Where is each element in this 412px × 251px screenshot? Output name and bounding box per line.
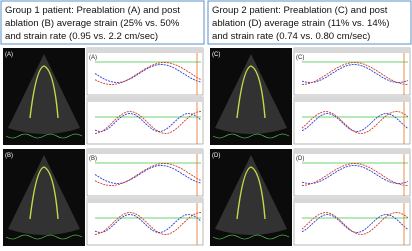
plot-header xyxy=(87,48,203,53)
plot-label: (A) xyxy=(89,55,97,61)
figure: Group 1 patient: Preablation (A) and pos… xyxy=(0,0,412,251)
plot-header xyxy=(294,97,410,102)
caption-line: and strain rate (0.74 vs. 0.80 cm/sec) xyxy=(212,31,370,42)
plot-frame xyxy=(87,149,203,196)
echo-label: (D) xyxy=(212,153,220,159)
plot-header xyxy=(87,198,203,203)
plot-frame xyxy=(294,198,410,245)
echo-label: (C) xyxy=(212,52,220,58)
plot-header xyxy=(294,198,410,203)
plot-frame xyxy=(294,149,410,196)
echo-label: (B) xyxy=(5,153,13,159)
plot-frame xyxy=(294,97,410,144)
plot-label: (C) xyxy=(296,55,304,61)
plot-header xyxy=(87,149,203,154)
caption-line: ablation (D) average strain (11% vs. 14%… xyxy=(212,18,389,29)
caption-line: Group 1 patient: Preablation (A) and pos… xyxy=(5,5,180,16)
echo-label: (A) xyxy=(5,52,13,58)
plot-frame xyxy=(294,48,410,95)
caption-line: Group 2 patient: Preablation (C) and pos… xyxy=(212,5,388,16)
plot-label: (D) xyxy=(296,156,304,162)
plot-header xyxy=(294,149,410,154)
plot-header xyxy=(87,97,203,102)
caption-line: ablation (B) average strain (25% vs. 50% xyxy=(5,18,180,29)
plot-label: (B) xyxy=(89,156,97,162)
caption-line: and strain rate (0.95 vs. 2.2 cm/sec) xyxy=(5,31,158,42)
plot-header xyxy=(294,48,410,53)
plot-frame xyxy=(87,48,203,95)
